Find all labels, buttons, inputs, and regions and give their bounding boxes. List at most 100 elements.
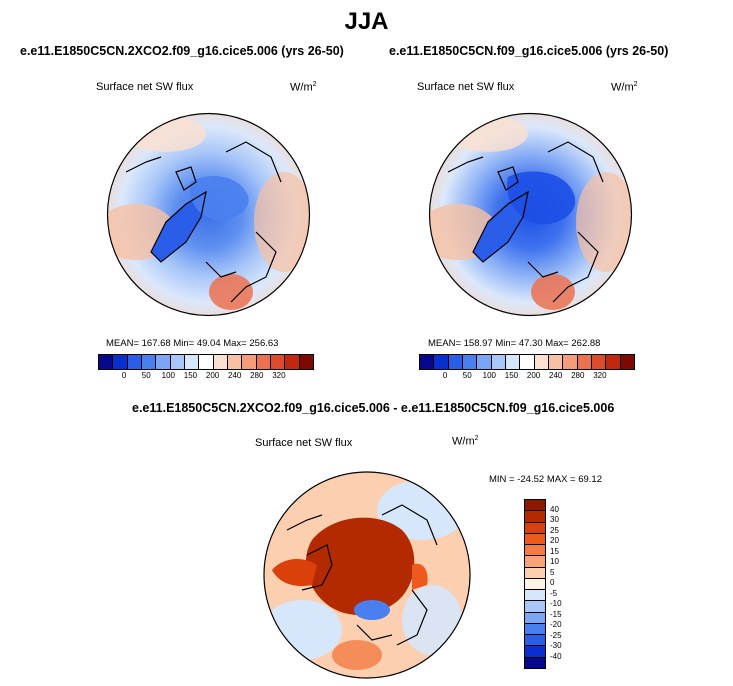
panel2-warm-region bbox=[576, 172, 632, 272]
panel1-colorbar-swatch bbox=[141, 355, 157, 369]
panel1-colorbar-ticks: 0 50 100 150 200 240 280 320 bbox=[98, 371, 312, 383]
diff-negative-region bbox=[264, 600, 342, 660]
panel2-colorbar-swatch bbox=[420, 355, 435, 369]
panel1-colorbar-swatch bbox=[270, 355, 286, 369]
panel1-greenland bbox=[151, 192, 206, 262]
figure-title: JJA bbox=[344, 8, 389, 35]
panel2-case-title: e.e11.E1850C5CN.f09_g16.cice5.006 (yrs 2… bbox=[389, 44, 669, 58]
diff-colorbar-tick: -10 bbox=[550, 599, 562, 608]
panel2-warm-region bbox=[531, 274, 575, 310]
panel1-colorbar-tick: 0 bbox=[121, 371, 127, 380]
panel2-colorbar-swatch bbox=[448, 355, 463, 369]
panel1-colorbar-swatch bbox=[127, 355, 142, 369]
diff-colorbar-tick: 0 bbox=[550, 578, 555, 587]
panel1-arctic-ocean bbox=[190, 176, 249, 221]
diff-colorbar-swatch bbox=[525, 578, 545, 591]
panel1-warm-region bbox=[209, 274, 253, 310]
panel2-colorbar-swatch bbox=[434, 355, 449, 369]
panel2-coastlines bbox=[447, 141, 604, 303]
diff-colorbar-swatch bbox=[525, 556, 545, 568]
panel1-polar-map bbox=[106, 112, 311, 317]
diff-colorbar-ticks: 40 30 25 20 15 10 5 0 -5 -10 -15 -20 -25 -30 -40 bbox=[550, 499, 580, 667]
diff-colorbar-swatch bbox=[525, 522, 545, 534]
diff-colorbar-swatch bbox=[525, 612, 545, 624]
diff-colorbar-tick: 30 bbox=[550, 515, 559, 524]
panel2-colorbar-tick: 240 bbox=[548, 371, 563, 380]
panel2-colorbar-tick: 50 bbox=[462, 371, 472, 380]
panel1-units: W/m2 bbox=[290, 81, 317, 94]
diff-coastlines bbox=[286, 504, 438, 646]
panel1-colorbar-swatch bbox=[285, 355, 300, 369]
diff-colorbar-tick: 40 bbox=[550, 504, 559, 514]
panel2-colorbar-swatch bbox=[563, 355, 578, 369]
panel2-greenland bbox=[473, 192, 528, 262]
panel2-colorbar-tick: 200 bbox=[526, 371, 541, 380]
panel1-colorbar-swatch bbox=[170, 355, 185, 369]
panel2-units: W/m2 bbox=[611, 81, 638, 94]
panel2-variable-label: Surface net SW flux bbox=[417, 81, 515, 93]
panel2-colorbar-swatch bbox=[591, 355, 607, 369]
diff-colorbar-swatch bbox=[525, 590, 545, 602]
diff-arctic-increase bbox=[305, 517, 415, 615]
panel2-colorbar-swatch bbox=[505, 355, 521, 369]
diff-colorbar-tick: -5 bbox=[550, 588, 558, 598]
panel1-colorbar-swatch bbox=[199, 355, 214, 369]
panel2-colorbar-tick: 150 bbox=[504, 371, 519, 380]
panel1-stats: MEAN= 167.68 Min= 49.04 Max= 256.63 bbox=[106, 338, 279, 349]
diff-colorbar bbox=[524, 499, 546, 669]
diff-variable-label: Surface net SW flux bbox=[255, 437, 353, 449]
panel2-map-border bbox=[428, 112, 633, 317]
diff-colorbar-tick: -25 bbox=[550, 630, 562, 640]
diff-map-border bbox=[263, 471, 471, 679]
panel1-colorbar-swatch bbox=[156, 355, 171, 369]
panel2-colorbar-tick: 320 bbox=[593, 371, 607, 380]
panel1-colorbar-tick: 280 bbox=[250, 371, 264, 380]
panel1-colorbar-swatch bbox=[242, 355, 257, 369]
panel1-colorbar-tick: 200 bbox=[205, 371, 220, 380]
panel1-colorbar-swatch bbox=[227, 355, 243, 369]
diff-stats: MIN = -24.52 MAX = 69.12 bbox=[489, 474, 603, 485]
panel2-colorbar-swatch bbox=[491, 355, 506, 369]
panel1-colorbar-swatch bbox=[113, 355, 128, 369]
panel1-colorbar-tick: 100 bbox=[161, 371, 176, 380]
panel2-colorbar-tick: 100 bbox=[482, 371, 497, 380]
panel1-colorbar-tick: 240 bbox=[227, 371, 242, 380]
diff-colorbar-tick: 25 bbox=[550, 525, 559, 535]
diff-colorbar-tick: -20 bbox=[550, 620, 562, 629]
panel2-colorbar-swatch bbox=[534, 355, 549, 369]
diff-colorbar-swatch bbox=[525, 623, 545, 636]
diff-colorbar-swatch bbox=[525, 657, 545, 668]
diff-colorbar-swatch bbox=[525, 533, 545, 546]
diff-colorbar-tick: -30 bbox=[550, 641, 562, 650]
panel1-case-title: e.e11.E1850C5CN.2XCO2.f09_g16.cice5.006 … bbox=[20, 44, 344, 58]
panel1-warm-region bbox=[254, 172, 310, 272]
panel2-colorbar-swatch bbox=[548, 355, 564, 369]
diff-colorbar-swatch bbox=[525, 545, 545, 557]
panel1-colorbar-tick: 50 bbox=[141, 371, 151, 380]
panel1-colorbar-swatch bbox=[256, 355, 271, 369]
panel2-colorbar-swatch bbox=[462, 355, 478, 369]
panel1-warm-region bbox=[126, 116, 206, 152]
diff-case-title: e.e11.E1850C5CN.2XCO2.f09_g16.cice5.006 … bbox=[132, 401, 615, 415]
diff-colorbar-tick: -40 bbox=[550, 651, 562, 661]
panel2-polar-map bbox=[428, 112, 633, 317]
panel2-colorbar-swatch bbox=[477, 355, 492, 369]
diff-positive-region bbox=[332, 640, 382, 670]
panel1-colorbar-tick: 150 bbox=[183, 371, 198, 380]
diff-colorbar-tick: -15 bbox=[550, 609, 562, 619]
panel1-colorbar bbox=[98, 354, 314, 370]
panel1-variable-label: Surface net SW flux bbox=[96, 81, 194, 93]
diff-positive-region bbox=[272, 558, 317, 587]
panel2-colorbar bbox=[419, 354, 635, 370]
panel2-colorbar-swatch bbox=[520, 355, 535, 369]
panel2-colorbar-tick: 0 bbox=[442, 371, 448, 380]
panel2-colorbar-swatch bbox=[577, 355, 592, 369]
panel1-colorbar-swatch bbox=[184, 355, 200, 369]
panel1-colorbar-swatch bbox=[299, 355, 313, 369]
panel2-warm-region bbox=[448, 116, 528, 152]
panel1-map-border bbox=[106, 112, 311, 317]
panel2-stats: MEAN= 158.97 Min= 47.30 Max= 262.88 bbox=[428, 338, 601, 349]
diff-colorbar-swatch bbox=[525, 511, 545, 523]
diff-colorbar-swatch bbox=[525, 646, 545, 658]
diff-colorbar-swatch bbox=[525, 567, 545, 579]
